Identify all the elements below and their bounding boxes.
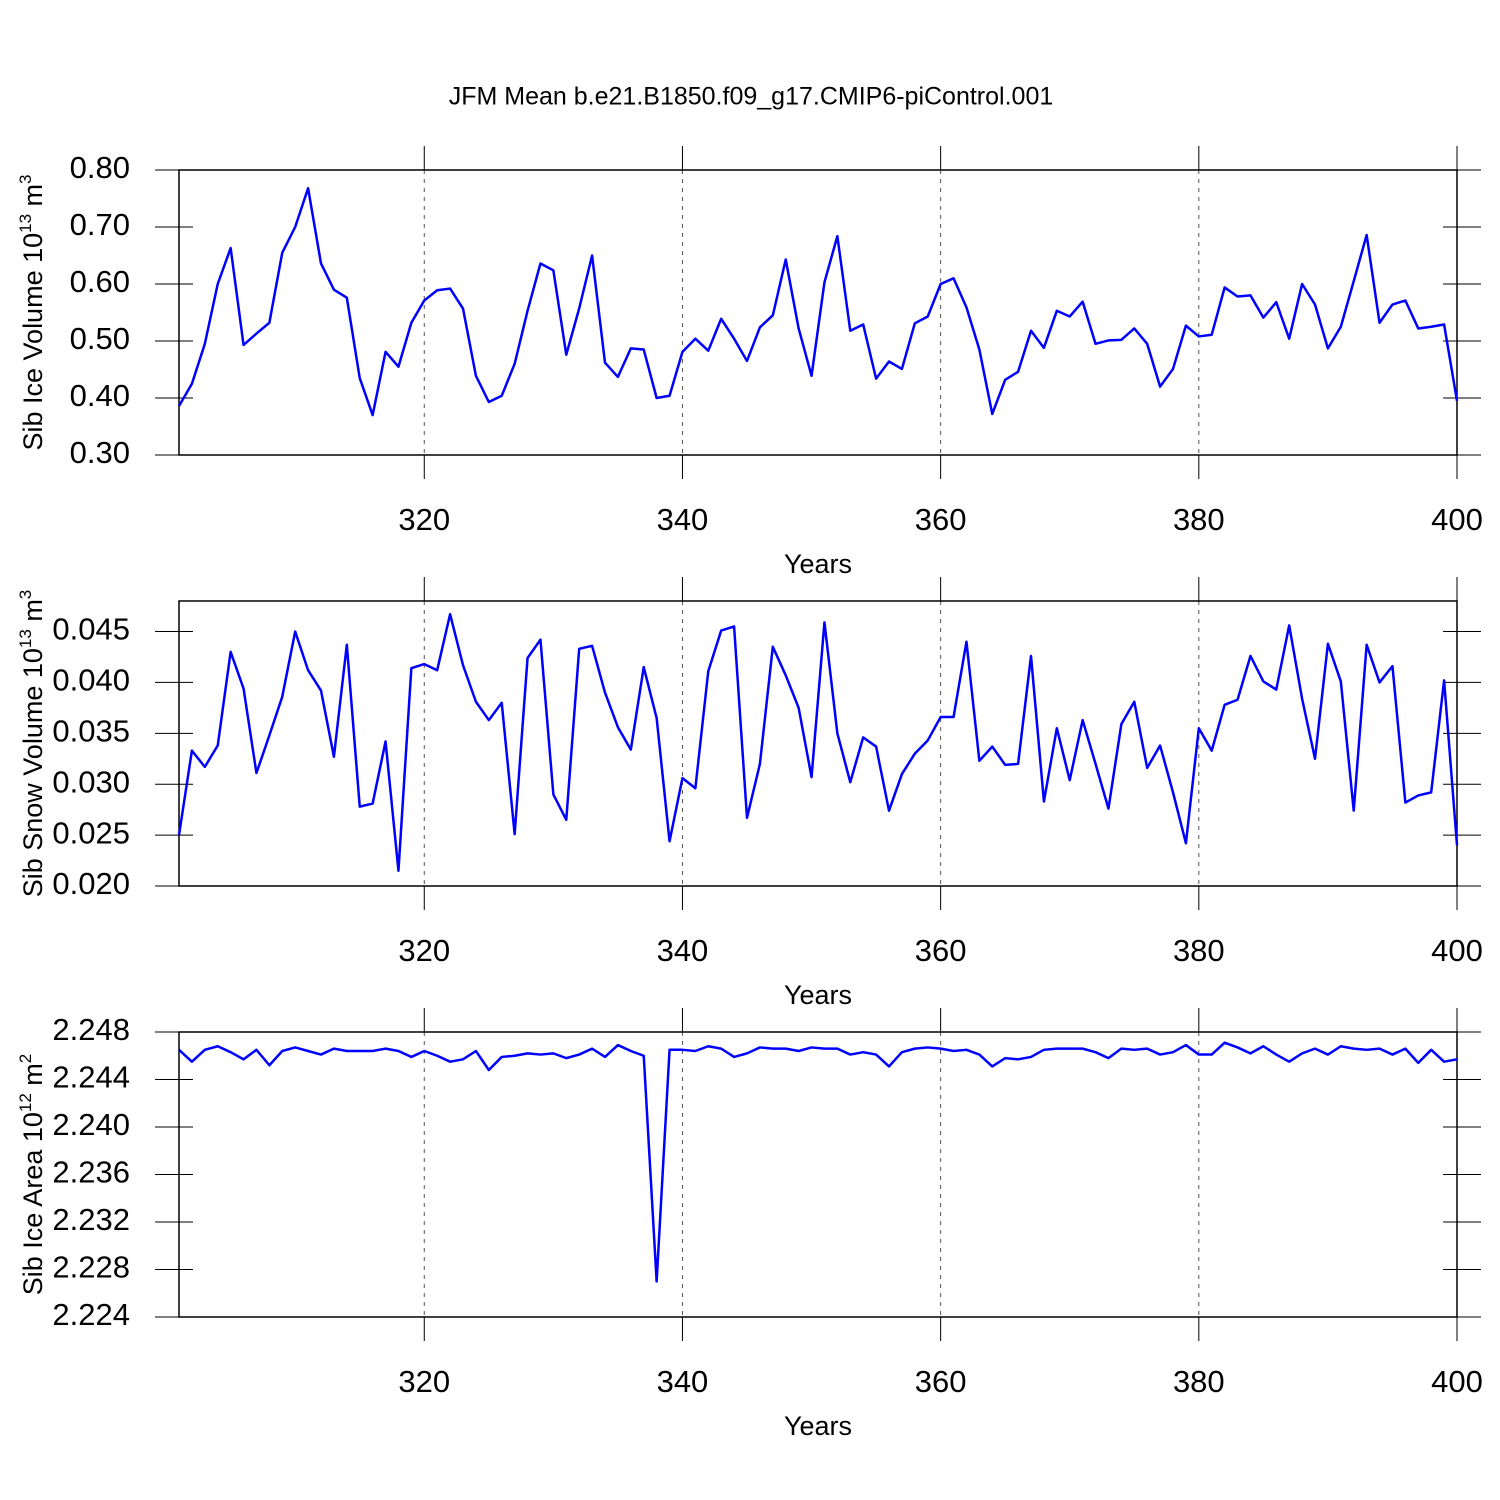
y-tick-label: 0.60 — [70, 264, 130, 299]
y-axis-label-part: Sib Snow Volume 10 — [18, 648, 48, 897]
plot-frame — [178, 169, 1458, 456]
y-tick-label: 2.240 — [52, 1107, 130, 1142]
y-axis-label-part: Sib Ice Area 10 — [18, 1112, 48, 1295]
y-axis-label: Sib Ice Volume 1013 m3 — [16, 174, 48, 450]
data-line — [178, 1041, 1458, 1283]
y-tick-label: 2.228 — [52, 1250, 130, 1285]
x-tick-label: 320 — [398, 1364, 450, 1399]
x-axis-label: Years — [784, 1411, 852, 1441]
x-tick-label: 400 — [1431, 1364, 1483, 1399]
y-tick-label: 0.020 — [52, 866, 130, 901]
y-tick-label: 0.035 — [52, 714, 130, 749]
y-axis-label-superscript: 13 — [16, 214, 35, 233]
y-tick-label: 0.40 — [70, 378, 130, 413]
y-tick-label: 0.30 — [70, 435, 130, 470]
y-tick-label: 2.248 — [52, 1012, 130, 1047]
chart-title: JFM Mean b.e21.B1850.f09_g17.CMIP6-piCon… — [449, 83, 1054, 111]
y-axis-label-superscript: 2 — [16, 1054, 35, 1063]
x-tick-label: 400 — [1431, 933, 1483, 968]
y-tick-label: 2.244 — [52, 1060, 130, 1095]
y-tick-label: 0.80 — [70, 150, 130, 185]
y-axis-label-superscript: 3 — [16, 590, 35, 599]
x-tick-label: 360 — [915, 933, 967, 968]
x-tick-label: 400 — [1431, 502, 1483, 537]
y-axis-label: Sib Ice Area 1012 m2 — [16, 1054, 48, 1296]
x-tick-label: 360 — [915, 502, 967, 537]
y-tick-label: 0.040 — [52, 663, 130, 698]
data-line — [177, 612, 1459, 872]
y-axis-label-superscript: 12 — [16, 1093, 35, 1112]
y-axis-label-superscript: 3 — [16, 174, 35, 183]
data-line — [177, 186, 1459, 417]
x-tick-label: 340 — [657, 502, 709, 537]
x-tick-label: 320 — [398, 502, 450, 537]
plot-frame — [178, 1031, 1458, 1318]
y-axis-label-part: m — [18, 599, 48, 629]
x-tick-label: 380 — [1173, 933, 1225, 968]
y-tick-label: 2.224 — [52, 1297, 130, 1332]
y-tick-label: 0.045 — [52, 612, 130, 647]
x-tick-label: 360 — [915, 1364, 967, 1399]
y-tick-label: 2.236 — [52, 1155, 130, 1190]
y-axis-label: Sib Snow Volume 1013 m3 — [16, 590, 48, 898]
x-tick-label: 340 — [657, 933, 709, 968]
x-axis-label: Years — [784, 980, 852, 1010]
x-axis-label: Years — [784, 549, 852, 579]
y-tick-label: 0.50 — [70, 321, 130, 356]
y-tick-label: 0.025 — [52, 815, 130, 850]
x-tick-label: 320 — [398, 933, 450, 968]
y-axis-label-superscript: 13 — [16, 629, 35, 648]
y-tick-label: 0.030 — [52, 764, 130, 799]
x-tick-label: 380 — [1173, 502, 1225, 537]
x-tick-label: 340 — [657, 1364, 709, 1399]
y-axis-label-part: m — [18, 1063, 48, 1093]
plot-frame — [178, 600, 1458, 887]
y-tick-label: 2.232 — [52, 1202, 130, 1237]
y-axis-label-part: Sib Ice Volume 10 — [18, 233, 48, 451]
y-tick-label: 0.70 — [70, 207, 130, 242]
y-axis-label-part: m — [18, 184, 48, 214]
x-tick-label: 380 — [1173, 1364, 1225, 1399]
